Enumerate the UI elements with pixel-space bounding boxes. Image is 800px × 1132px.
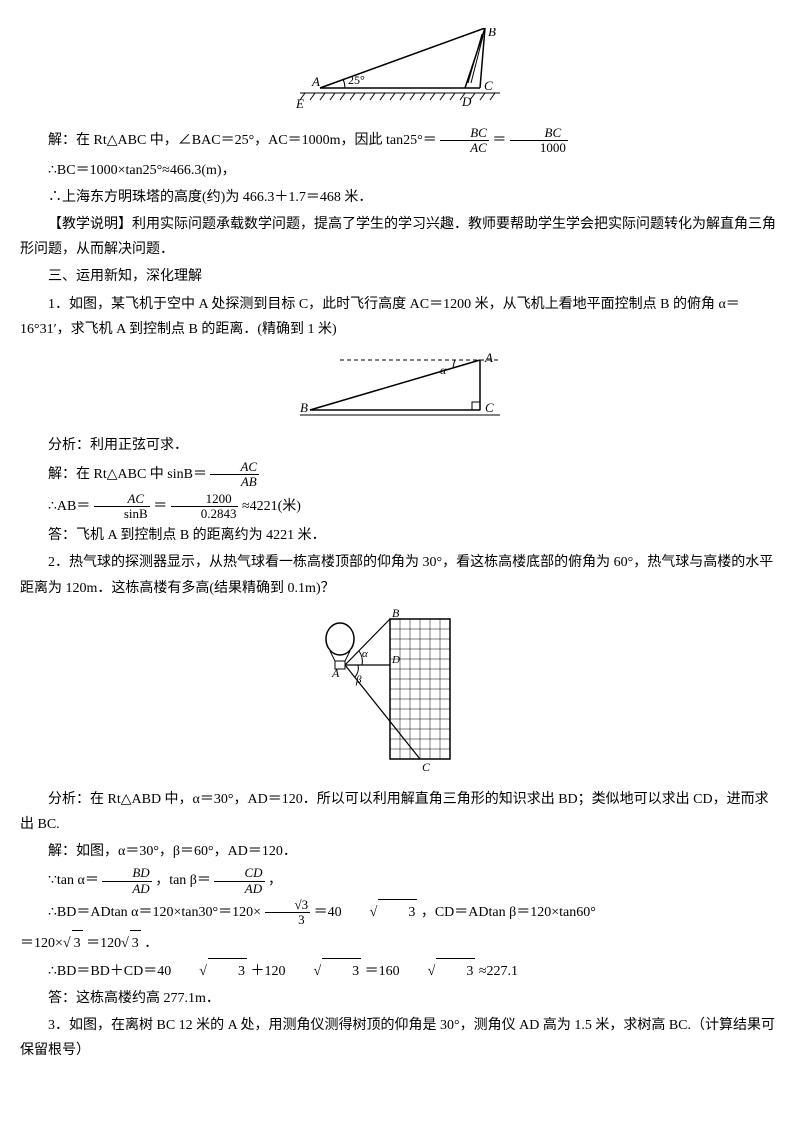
- text: ＝120: [86, 936, 121, 951]
- balloon-building-diagram: A B C D α β: [310, 609, 490, 779]
- label-D: D: [461, 94, 472, 109]
- section-heading: 三、运用新知，深化理解: [20, 264, 780, 289]
- eq: ＝: [153, 499, 167, 514]
- text: ≈4221(米): [242, 499, 301, 514]
- sqrt: 3: [208, 958, 247, 984]
- triangle-diagram-2: A B C α: [280, 350, 520, 425]
- solution-3e: ∴BD＝BD＋CD＝40√3 ＋120√3 ＝160√3 ≈227.1: [20, 958, 780, 984]
- eq: ＝: [492, 133, 506, 148]
- label-E: E: [295, 96, 304, 111]
- text: ∴AB＝: [48, 499, 90, 514]
- line-tower-height: ∴上海东方明珠塔的高度(约)为 466.3＋1.7＝468 米．: [20, 185, 780, 210]
- text: ＝160: [365, 964, 400, 979]
- label-C3: C: [422, 760, 431, 774]
- label-B: B: [488, 28, 496, 39]
- label-D3: D: [391, 654, 400, 666]
- solution-2b: ∴AB＝ ACsinB ＝ 12000.2843 ≈4221(米): [20, 492, 780, 522]
- fraction-sqrt3-3: √33: [265, 898, 311, 928]
- fraction-ac-ab: ACAB: [210, 460, 259, 490]
- fraction-bd-ad: BDAD: [102, 866, 151, 896]
- label-B2: B: [300, 400, 308, 415]
- solution-3d: ＝120×√3 ＝120√3 ．: [20, 930, 780, 956]
- solution-3b: ∵tan α＝ BDAD ，tan β＝ CDAD ，: [20, 866, 780, 896]
- label-B3: B: [392, 609, 400, 620]
- label-angle: 25°: [348, 73, 365, 87]
- text: ，CD＝ADtan β＝120×tan60°: [421, 905, 596, 920]
- sqrt: 3: [322, 958, 361, 984]
- problem-1: 1．如图，某飞机于空中 A 处探测到目标 C，此时飞行高度 AC＝1200 米，…: [20, 292, 780, 342]
- problem-3: 3．如图，在离树 BC 12 米的 A 处，用测角仪测得树顶的仰角是 30°，测…: [20, 1013, 780, 1063]
- text: 解：在 Rt△ABC 中，∠BAC＝25°，AC＝1000m，因此 tan25°…: [48, 133, 437, 148]
- solution-2: 解：在 Rt△ABC 中 sinB＝ ACAB: [20, 460, 780, 490]
- label-A: A: [311, 74, 320, 89]
- solution-3c: ∴BD＝ADtan α＝120×tan30°＝120× √33 ＝40√3 ，C…: [20, 898, 780, 928]
- fraction-bc-1000: BC1000: [510, 126, 568, 156]
- triangle-diagram-1: A B C D E 25°: [290, 28, 510, 118]
- fraction-ac-sinb: ACsinB: [94, 492, 150, 522]
- fraction-1200: 12000.2843: [171, 492, 239, 522]
- text: ，tan β＝: [155, 873, 211, 888]
- problem-2: 2．热气球的探测器显示，从热气球看一栋高楼顶部的仰角为 30°，看这栋高楼底部的…: [20, 550, 780, 600]
- sqrt: 3: [130, 930, 141, 956]
- analysis-1: 分析：利用正弦可求．: [20, 433, 780, 458]
- label-alpha3: α: [362, 648, 368, 660]
- solution-line-1: 解：在 Rt△ABC 中，∠BAC＝25°，AC＝1000m，因此 tan25°…: [20, 126, 780, 156]
- sqrt: 3: [72, 930, 83, 956]
- analysis-2: 分析：在 Rt△ABD 中，α＝30°，AD＝120．所以可以利用解直角三角形的…: [20, 787, 780, 837]
- fraction-bc-ac: BCAC: [440, 126, 489, 156]
- text: ，: [268, 873, 282, 888]
- label-A3: A: [331, 666, 340, 680]
- label-alpha2: α: [440, 363, 447, 377]
- label-A2: A: [484, 350, 493, 365]
- teaching-note: 【教学说明】利用实际问题承载数学问题，提高了学生的学习兴趣．教师要帮助学生学会把…: [20, 212, 780, 262]
- text: ∴BD＝ADtan α＝120×tan30°＝120×: [48, 905, 261, 920]
- line-bc-result: ∴BC＝1000×tan25°≈466.3(m)，: [20, 158, 780, 183]
- text: ．: [144, 936, 158, 951]
- text: ≈227.1: [479, 964, 518, 979]
- label-beta3: β: [355, 674, 362, 686]
- text: ∵tan α＝: [48, 873, 99, 888]
- figure-2: A B C α: [20, 350, 780, 425]
- text: ＝120×: [20, 936, 63, 951]
- text: ＝40: [314, 905, 342, 920]
- text: ＋120: [250, 964, 285, 979]
- label-C2: C: [485, 400, 494, 415]
- answer-1: 答：飞机 A 到控制点 B 的距离约为 4221 米．: [20, 523, 780, 548]
- sqrt: 3: [436, 958, 475, 984]
- figure-3: A B C D α β: [20, 609, 780, 779]
- sqrt: 3: [378, 899, 417, 925]
- answer-2: 答：这栋高楼约高 277.1m．: [20, 986, 780, 1011]
- text: ∴BD＝BD＋CD＝40: [48, 964, 171, 979]
- solution-3a: 解：如图，α＝30°，β＝60°，AD＝120．: [20, 839, 780, 864]
- text: 解：在 Rt△ABC 中 sinB＝: [48, 467, 207, 482]
- label-C: C: [484, 78, 493, 93]
- figure-1: A B C D E 25°: [20, 28, 780, 118]
- fraction-cd-ad: CDAD: [214, 866, 264, 896]
